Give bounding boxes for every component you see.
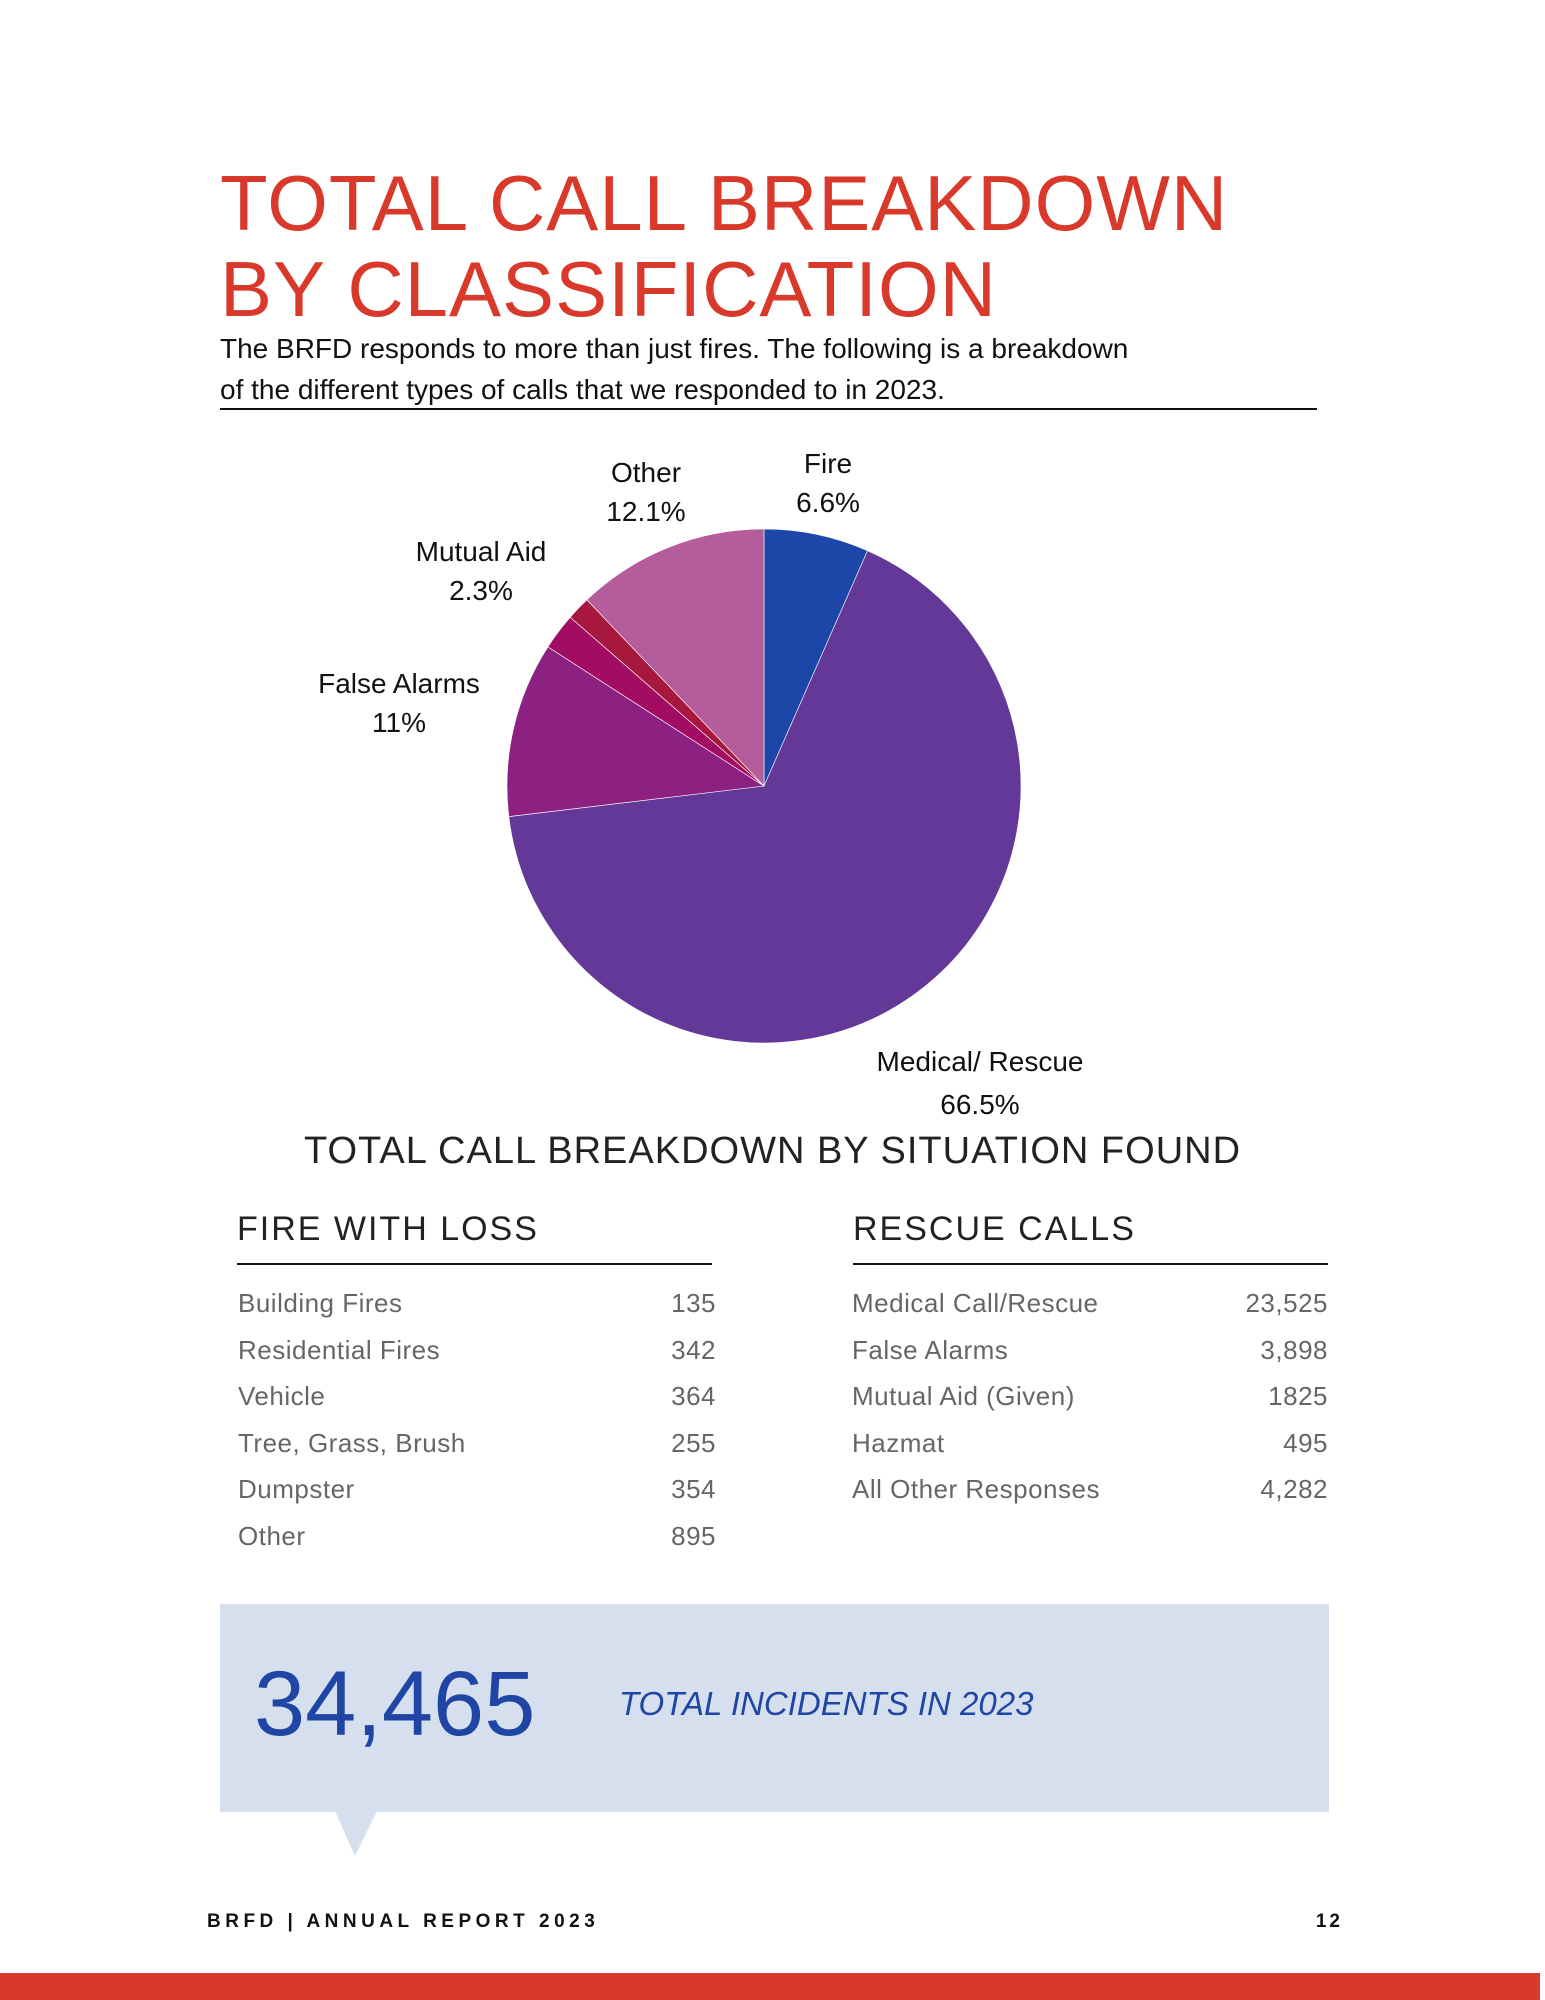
fire-with-loss-heading: FIRE WITH LOSS (237, 1210, 539, 1248)
situation-title: TOTAL CALL BREAKDOWN BY SITUATION FOUND (303, 1130, 1242, 1172)
row-label: Medical Call/Rescue (852, 1288, 1099, 1318)
row-label: Vehicle (238, 1381, 326, 1412)
row-label: Residential Fires (238, 1334, 441, 1365)
row-label: Dumpster (238, 1474, 355, 1505)
divider (237, 1263, 712, 1265)
rescue-table: Medical Call/Rescue 23,525 False Alarms 3,8… (852, 1280, 1328, 1513)
label-false-alarms: False Alarms 11% (318, 668, 480, 738)
total-label: TOTAL INCIDENTS IN 2023 (619, 1685, 1034, 1722)
total-number: 34,465 (254, 1653, 536, 1755)
pie-slice-medical-rescue (508, 550, 1022, 1044)
label-fire: Fire 6.6% (796, 448, 860, 518)
table-row: Medical Call/Rescue 23,525 (852, 1280, 1328, 1327)
page-title: TOTAL CALL BREAKDOWN BY CLASSIFICATION (220, 159, 1229, 333)
pie-slice-other (586, 528, 765, 787)
footer-bar (0, 1973, 1540, 2000)
row-label: Building Fires (238, 1288, 403, 1318)
footer-report-name: BRFD | ANNUAL REPORT 2023 (207, 1911, 600, 1932)
fire-table: Building Fires 135 Residential Fires 342 Veh… (238, 1280, 716, 1560)
table-row: Dumpster 354 (238, 1466, 716, 1513)
label-other: Other 12.1% (606, 457, 686, 527)
row-value: 895 (671, 1520, 716, 1551)
row-value: 23,525 (1245, 1288, 1328, 1318)
rescue-calls-heading: RESCUE CALLS (853, 1210, 1136, 1248)
table-row: Tree, Grass, Brush 255 (238, 1420, 716, 1467)
row-label: Other (238, 1520, 306, 1551)
row-value: 135 (671, 1288, 716, 1318)
page-number: 12 (1315, 1911, 1343, 1932)
pie-slice-false-alarms (506, 646, 765, 817)
row-label: False Alarms (852, 1334, 1009, 1365)
row-value: 255 (671, 1427, 716, 1458)
row-label: Mutual Aid (Given) (852, 1381, 1075, 1412)
row-value: 354 (671, 1474, 716, 1505)
row-label: All Other Responses (852, 1474, 1100, 1505)
table-row: Hazmat 495 (852, 1420, 1328, 1467)
divider (853, 1263, 1328, 1265)
table-row: False Alarms 3,898 (852, 1327, 1328, 1374)
table-row: Building Fires 135 (238, 1280, 716, 1327)
label-mutual-aid: Mutual Aid 2.3% (415, 536, 547, 606)
row-value: 1825 (1268, 1381, 1328, 1412)
table-row: All Other Responses 4,282 (852, 1466, 1328, 1513)
callout-pointer (335, 1811, 377, 1856)
row-label: Tree, Grass, Brush (238, 1427, 466, 1458)
row-value: 4,282 (1260, 1474, 1328, 1505)
intro-text: The BRFD responds to more than just fire… (220, 333, 1129, 405)
label-medical-rescue: Medical/ Rescue 66.5% (876, 1046, 1084, 1120)
pie-chart (506, 528, 1022, 1044)
row-label: Hazmat (852, 1427, 945, 1458)
table-row: Mutual Aid (Given) 1825 (852, 1373, 1328, 1420)
row-value: 364 (671, 1381, 716, 1412)
table-row: Other 895 (238, 1513, 716, 1560)
table-row: Vehicle 364 (238, 1373, 716, 1420)
divider (220, 408, 1317, 410)
row-value: 495 (1283, 1427, 1328, 1458)
table-row: Residential Fires 342 (238, 1327, 716, 1374)
row-value: 3,898 (1260, 1334, 1328, 1365)
row-value: 342 (671, 1334, 716, 1365)
total-callout (220, 1604, 1329, 1812)
